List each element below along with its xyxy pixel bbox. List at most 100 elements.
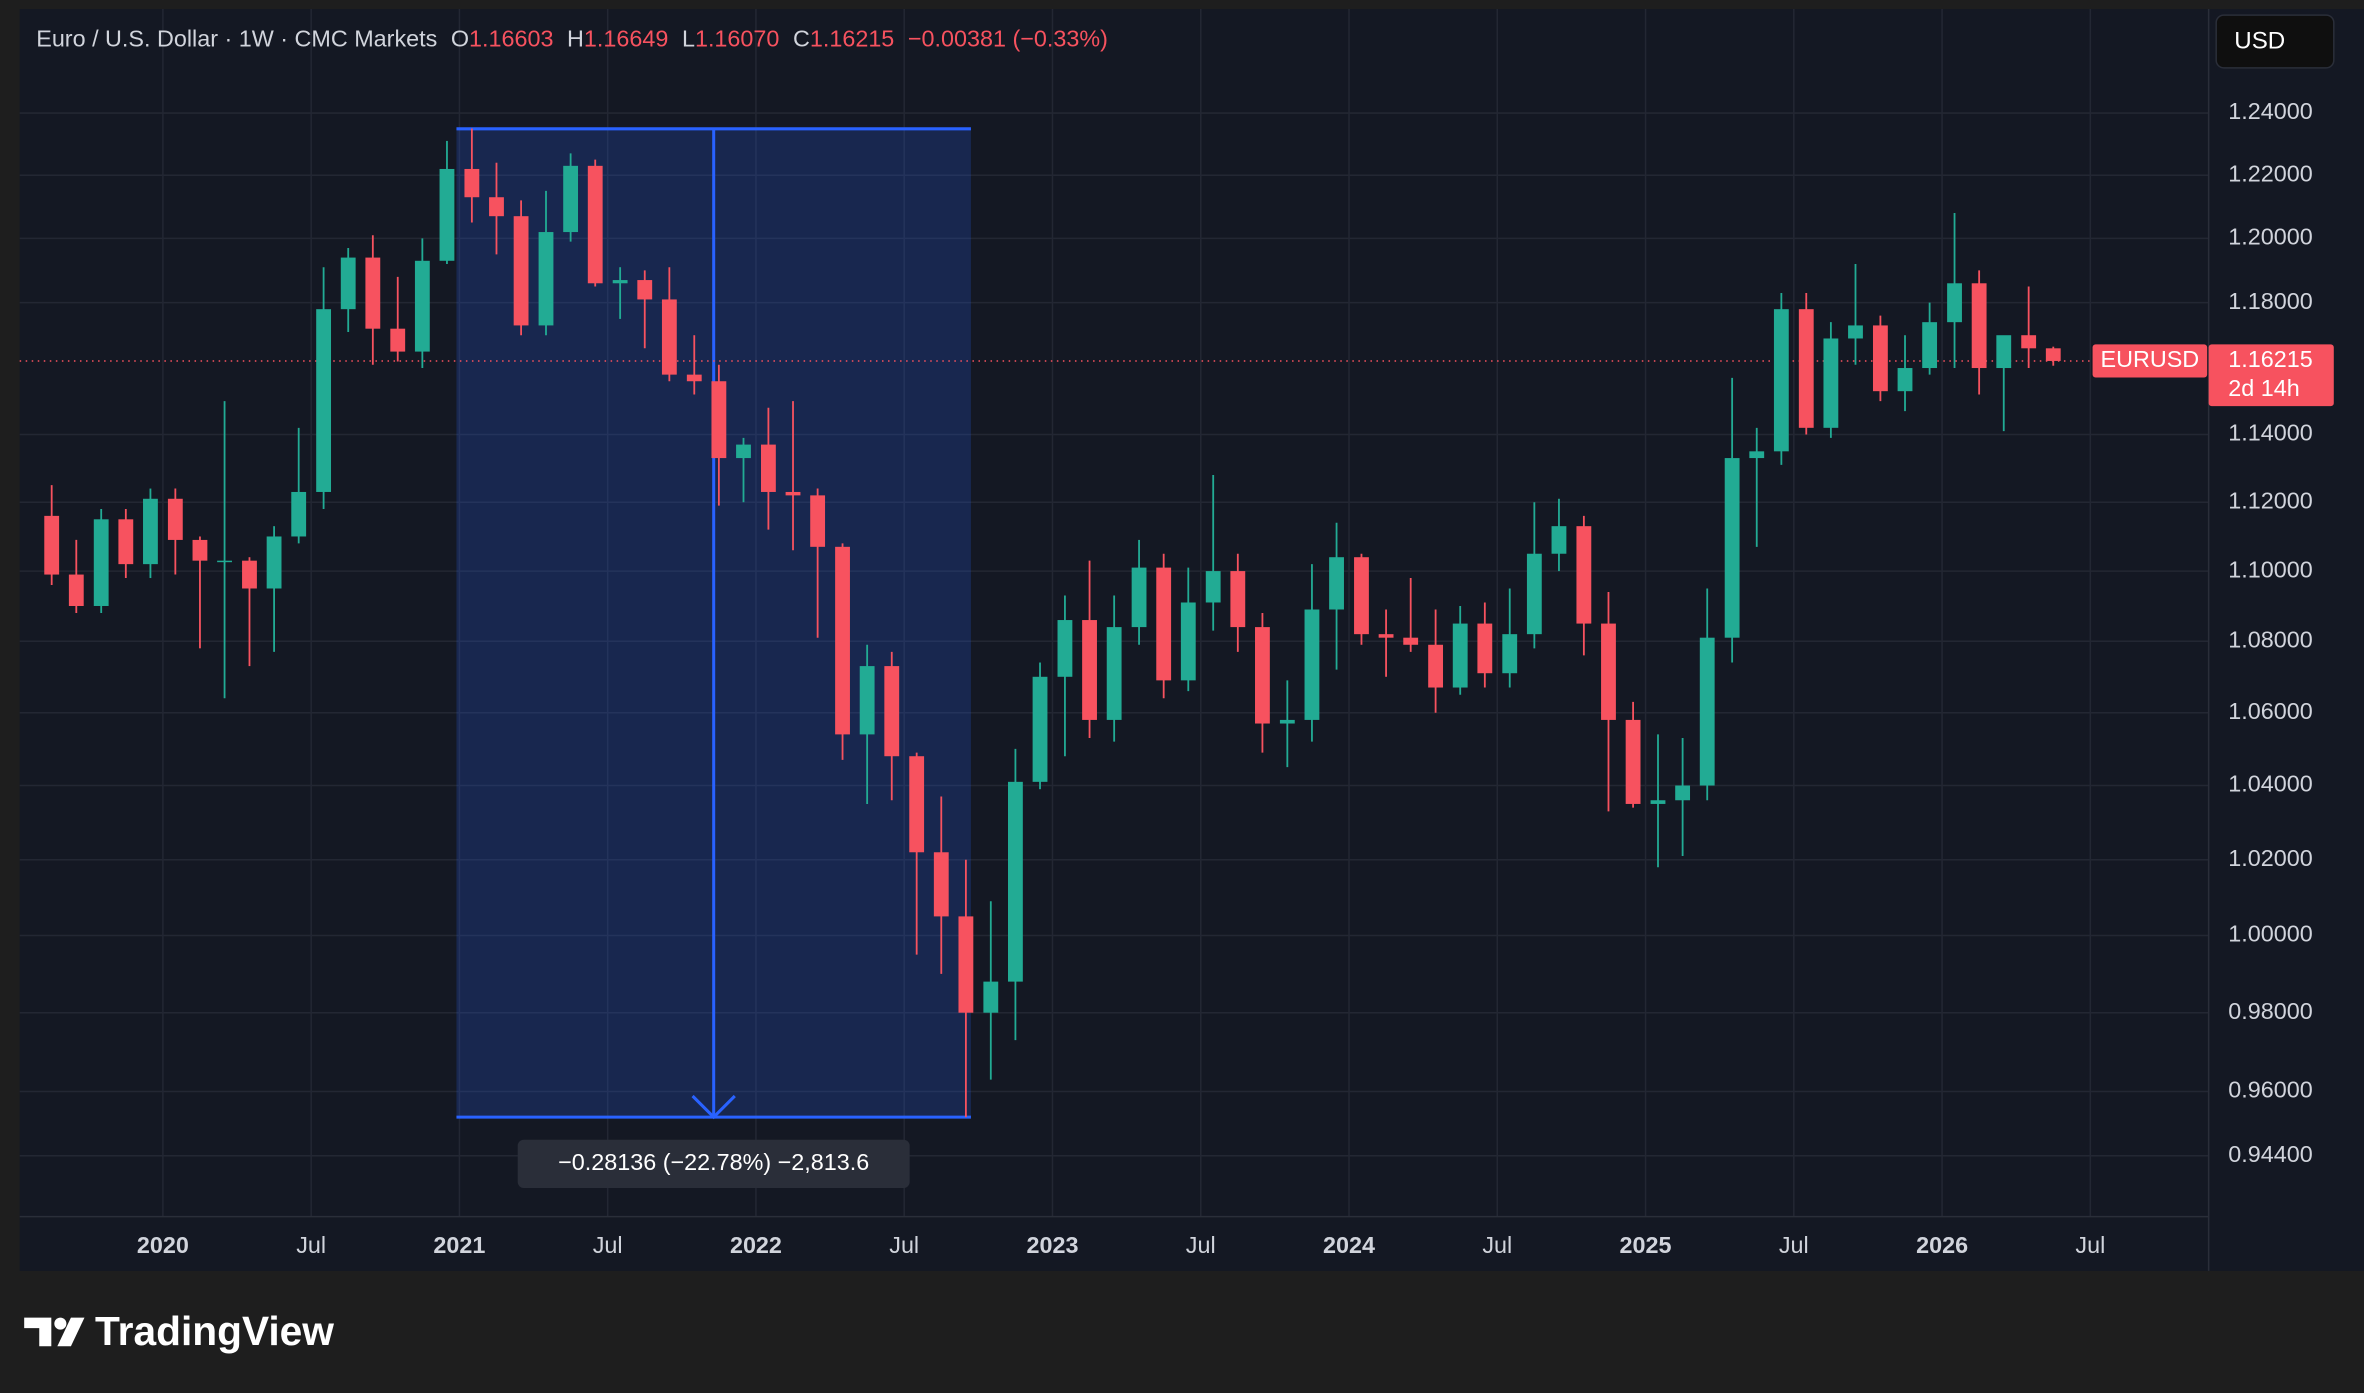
candle-body: [1897, 368, 1913, 392]
candle-body: [266, 536, 282, 589]
axes: 1.24000 1.22000 1.20000 1.18000 1.14000 1.120…: [137, 98, 2334, 1258]
y-tick-label: 1.20000: [2228, 224, 2312, 250]
price-tag-countdown: 2d 14h: [2228, 375, 2299, 401]
candle-body: [1526, 553, 1542, 635]
candle-body: [1823, 338, 1839, 428]
candle-body: [1452, 623, 1468, 688]
y-tick-label: 1.14000: [2228, 420, 2312, 446]
candle-body: [958, 916, 974, 1013]
candle-body: [1205, 571, 1221, 603]
x-tick-label: Jul: [1482, 1232, 1512, 1258]
candle-body: [1378, 634, 1394, 638]
candle-body: [859, 666, 875, 735]
o-label: O: [451, 26, 469, 52]
candle-body: [1255, 627, 1270, 724]
close: 1.16215: [810, 26, 894, 52]
candle-body: [414, 260, 430, 352]
y-tick-label: 1.00000: [2228, 921, 2312, 947]
candle-body: [1304, 609, 1320, 720]
brand: TradingView: [95, 1308, 334, 1354]
measure-tool: −0.28136 (−22.78%) −2,813.6: [19, 127, 2209, 1188]
x-tick-label: 2024: [1323, 1232, 1375, 1258]
candle-body: [489, 197, 504, 217]
candle-body: [1971, 283, 1987, 369]
price-tag-symbol-box: [2092, 344, 2208, 378]
candle-body: [513, 216, 529, 326]
candle-body: [192, 539, 208, 561]
change: −0.00381 (−0.33%): [908, 26, 1108, 52]
candle-body: [736, 444, 751, 459]
candle-body: [810, 495, 826, 547]
candle-body: [1749, 451, 1765, 459]
candle-body: [785, 491, 801, 496]
candle-body: [68, 574, 84, 606]
candle-body: [1106, 627, 1122, 720]
x-tick-label: 2020: [137, 1232, 189, 1258]
candle-body: [2021, 335, 2037, 349]
candles: [44, 128, 2061, 1118]
x-tick-label: Jul: [1779, 1232, 1809, 1258]
y-tick-label: 1.08000: [2228, 626, 2312, 652]
logo-slash: [57, 1317, 85, 1347]
candle-body: [538, 232, 554, 326]
candle-body: [711, 381, 727, 459]
candle-body: [1230, 571, 1246, 628]
symbol: Euro / U.S. Dollar · 1W · CMC Markets: [36, 26, 437, 52]
candle-body: [983, 981, 999, 1013]
candle-body: [563, 165, 579, 233]
candle-body: [1551, 526, 1567, 554]
candle-body: [1032, 676, 1048, 782]
candle-body: [587, 165, 603, 284]
candle-body: [637, 280, 653, 300]
price-tag-price: 1.16215: [2228, 346, 2312, 372]
price-tag-box: [2208, 344, 2334, 407]
candle-body: [933, 852, 949, 917]
candle-body: [340, 257, 356, 310]
candle-body: [44, 515, 60, 575]
candle-body: [1279, 719, 1295, 724]
x-tick-label: Jul: [2075, 1232, 2105, 1258]
low: 1.16070: [695, 26, 779, 52]
candle-body: [439, 168, 455, 261]
candle-body: [661, 299, 677, 375]
x-tick-label: Jul: [296, 1232, 326, 1258]
x-tick-label: Jul: [593, 1232, 623, 1258]
candle-body: [760, 444, 776, 492]
candle-body: [1156, 567, 1172, 681]
candle-body: [1180, 602, 1196, 681]
price-tag-symbol: EURUSD: [2101, 346, 2200, 372]
y-tick-label: 1.04000: [2228, 771, 2312, 797]
currency-button[interactable]: [2215, 14, 2335, 69]
measure-arrowhead: [691, 1094, 736, 1120]
currency-label[interactable]: USD: [2234, 28, 2285, 55]
candle-body: [464, 168, 480, 198]
x-tick-label: Jul: [889, 1232, 919, 1258]
x-tick-label: Jul: [1186, 1232, 1216, 1258]
candle-body: [93, 519, 109, 606]
candle-body: [1477, 623, 1493, 674]
candle-body: [1996, 335, 2012, 369]
y-tick-label: 0.98000: [2228, 998, 2312, 1024]
candle-body: [1502, 634, 1518, 674]
candle-body: [1872, 325, 1888, 392]
y-tick-label: 0.96000: [2228, 1077, 2312, 1103]
candle-body: [1576, 526, 1592, 624]
y-tick-label: 1.06000: [2228, 698, 2312, 724]
x-tick-label: 2025: [1620, 1232, 1672, 1258]
logo: TradingView: [24, 1308, 334, 1354]
candle-body: [884, 666, 900, 757]
y-tick-label: 1.22000: [2228, 160, 2312, 186]
logo-mark: [24, 1317, 52, 1347]
y-tick-label: 1.24000: [2228, 98, 2312, 124]
candle-body: [291, 491, 307, 537]
candle-body: [118, 519, 134, 565]
candle-body: [1082, 620, 1097, 720]
x-tick-label: 2023: [1026, 1232, 1078, 1258]
measure-label-box: [517, 1139, 910, 1188]
candle-body: [835, 546, 850, 735]
candle-body: [612, 280, 628, 284]
candle-body: [909, 756, 925, 853]
y-tick-label: 1.10000: [2228, 556, 2312, 582]
y-tick-label: 0.94400: [2228, 1141, 2312, 1167]
